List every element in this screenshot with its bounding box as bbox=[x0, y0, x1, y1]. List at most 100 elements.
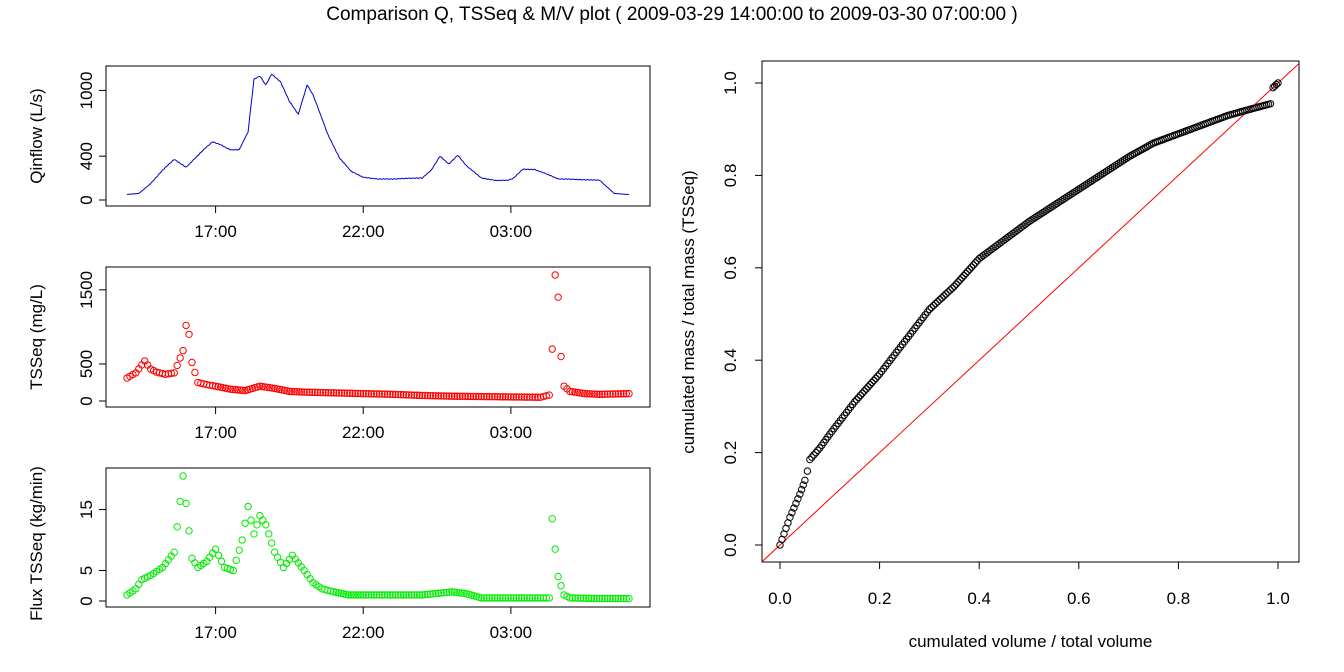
data-point bbox=[343, 389, 351, 397]
data-point bbox=[480, 594, 488, 602]
data-point bbox=[429, 590, 437, 598]
data-point bbox=[1059, 195, 1067, 204]
data-point bbox=[460, 589, 468, 598]
data-point bbox=[1073, 186, 1081, 195]
data-point bbox=[407, 391, 416, 399]
data-point bbox=[448, 588, 456, 596]
data-point bbox=[496, 393, 504, 401]
data-point bbox=[364, 591, 373, 599]
data-point bbox=[603, 390, 612, 398]
data-point bbox=[585, 390, 594, 398]
data-point bbox=[413, 391, 421, 399]
data-point bbox=[499, 594, 507, 602]
data-point bbox=[1085, 179, 1093, 187]
data-point bbox=[507, 594, 515, 602]
data-point bbox=[515, 594, 523, 602]
panel-flux: 17:00 22:00 03:00 0 5 15 Flux TSSeq (kg/min) bbox=[27, 466, 651, 642]
data-point bbox=[1061, 194, 1069, 203]
data-point bbox=[797, 485, 806, 494]
data-point bbox=[609, 594, 617, 603]
data-point bbox=[566, 387, 574, 396]
data-point bbox=[1102, 167, 1111, 175]
data-point bbox=[188, 554, 196, 563]
data-point bbox=[432, 589, 440, 598]
y-tick-label: 500 bbox=[77, 350, 96, 378]
data-point bbox=[402, 591, 410, 599]
data-point bbox=[332, 389, 341, 397]
data-point bbox=[1077, 184, 1085, 192]
data-point bbox=[338, 389, 346, 397]
data-point bbox=[557, 582, 565, 590]
data-point bbox=[434, 392, 443, 400]
data-point bbox=[517, 594, 526, 602]
data-point bbox=[405, 591, 413, 599]
data-point bbox=[925, 305, 934, 314]
data-point bbox=[960, 271, 968, 280]
data-point bbox=[576, 594, 585, 602]
data-point bbox=[854, 393, 863, 402]
data-point bbox=[493, 393, 502, 401]
data-point bbox=[290, 387, 299, 396]
data-point bbox=[480, 392, 488, 401]
x-tick-label: 03:00 bbox=[490, 423, 533, 442]
y-tick-label: 0 bbox=[77, 195, 96, 204]
data-point bbox=[814, 446, 822, 454]
data-point bbox=[587, 594, 596, 603]
data-point bbox=[582, 594, 590, 602]
y-axis-label: TSSeq (mg/L) bbox=[27, 284, 46, 390]
data-point bbox=[568, 388, 577, 396]
data-point bbox=[566, 594, 574, 602]
data-point bbox=[554, 572, 562, 581]
data-point bbox=[625, 594, 633, 603]
data-point bbox=[619, 594, 628, 603]
y-tick-label: 0 bbox=[77, 596, 96, 605]
data-point bbox=[458, 392, 467, 401]
data-point bbox=[375, 390, 384, 398]
y-tick-label: 0.6 bbox=[721, 256, 740, 280]
data-point bbox=[603, 594, 612, 603]
data-point bbox=[285, 387, 294, 396]
data-point bbox=[611, 594, 620, 603]
data-point bbox=[520, 393, 529, 401]
data-point bbox=[614, 594, 622, 603]
data-point bbox=[418, 391, 426, 400]
data-point bbox=[421, 391, 429, 400]
data-point bbox=[625, 389, 633, 398]
data-point bbox=[347, 591, 355, 599]
data-point bbox=[389, 390, 397, 399]
data-point bbox=[250, 530, 258, 538]
data-point bbox=[501, 393, 510, 401]
data-point bbox=[496, 594, 504, 602]
x-tick-label: 17:00 bbox=[194, 222, 237, 241]
data-point bbox=[386, 390, 394, 398]
data-point bbox=[348, 389, 357, 398]
data-point bbox=[801, 476, 809, 485]
data-point bbox=[389, 591, 397, 599]
data-point bbox=[1053, 199, 1061, 208]
panel-tsseq: 17:00 22:00 03:00 0 500 1500 TSSeq (mg/L) bbox=[27, 266, 651, 442]
data-point bbox=[579, 594, 588, 602]
data-point bbox=[372, 591, 381, 599]
data-point bbox=[265, 530, 273, 538]
data-point bbox=[796, 490, 804, 498]
data-point bbox=[1045, 204, 1053, 213]
data-point bbox=[491, 594, 499, 602]
data-point bbox=[1118, 157, 1127, 165]
data-point bbox=[313, 388, 322, 397]
data-point bbox=[453, 392, 461, 400]
data-point bbox=[359, 389, 367, 398]
data-point bbox=[308, 388, 316, 397]
x-tick-label: 03:00 bbox=[490, 623, 533, 642]
data-point bbox=[364, 390, 373, 398]
data-point bbox=[485, 392, 494, 401]
x-tick-label: 0.4 bbox=[967, 589, 991, 608]
data-point bbox=[1089, 176, 1097, 184]
data-point bbox=[423, 590, 432, 599]
data-point bbox=[232, 556, 240, 565]
data-point bbox=[806, 455, 814, 464]
data-point bbox=[397, 390, 405, 399]
data-point bbox=[405, 391, 413, 399]
data-point bbox=[321, 388, 330, 397]
data-point bbox=[464, 392, 472, 401]
data-point bbox=[362, 389, 370, 398]
